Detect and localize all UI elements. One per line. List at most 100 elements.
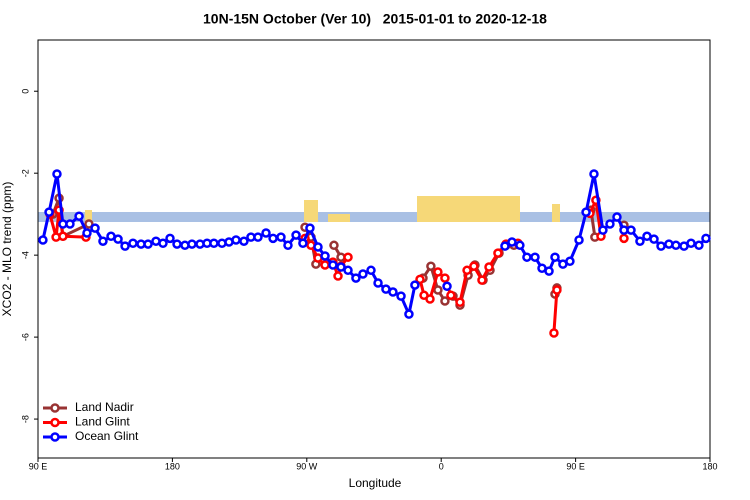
data-point: [507, 237, 517, 247]
data-point: [328, 260, 338, 270]
data-point: [143, 239, 153, 249]
data-point: [158, 238, 168, 249]
data-point: [38, 235, 48, 245]
data-point: [549, 328, 559, 338]
land-patch: [85, 210, 92, 222]
data-point: [404, 309, 414, 319]
land-mask: [38, 196, 710, 222]
land-patch: [417, 196, 520, 222]
data-point: [462, 265, 472, 276]
data-point: [574, 235, 584, 245]
legend-marker: [50, 403, 60, 413]
data-point: [396, 291, 406, 301]
data-point: [209, 238, 219, 249]
data-point: [598, 225, 608, 235]
data-point: [446, 290, 456, 301]
data-point: [90, 223, 100, 233]
data-point: [283, 240, 293, 251]
data-point: [550, 252, 560, 262]
legend-label: Land Glint: [75, 415, 130, 429]
data-point: [120, 241, 130, 251]
plot-frame: [37, 39, 711, 459]
legend-marker: [50, 417, 60, 428]
data-point: [656, 241, 666, 251]
data-point: [298, 238, 308, 249]
data-point: [522, 252, 532, 262]
data-point: [305, 223, 315, 233]
data-point: [455, 297, 465, 308]
x-tick-label: 90 E: [29, 461, 48, 471]
data-point: [500, 241, 510, 251]
data-point: [231, 235, 241, 245]
land-patch: [304, 200, 318, 222]
data-point: [544, 266, 554, 276]
data-point: [320, 251, 330, 261]
data-point: [649, 234, 659, 244]
data-point: [343, 252, 353, 262]
data-point: [415, 274, 425, 285]
data-point: [358, 269, 368, 279]
data-point: [65, 219, 75, 229]
data-point: [74, 211, 84, 221]
data-point: [440, 296, 450, 306]
data-point: [44, 207, 54, 217]
data-point: [619, 233, 629, 244]
data-point: [336, 262, 346, 272]
data-point: [701, 233, 711, 244]
data-point: [58, 231, 68, 242]
data-point: [388, 287, 398, 297]
data-point: [261, 228, 271, 238]
data-point: [187, 239, 197, 249]
x-tick-label: 180: [702, 461, 717, 471]
data-point: [113, 234, 123, 244]
data-point: [98, 236, 108, 246]
data-point: [581, 207, 591, 217]
legend-marker: [50, 432, 60, 442]
data-point: [469, 261, 479, 271]
data-point: [530, 252, 540, 262]
data-point: [82, 228, 92, 238]
data-point: [253, 232, 263, 242]
data-point: [686, 238, 696, 249]
data-point: [589, 169, 599, 179]
data-point: [268, 233, 278, 244]
data-point: [333, 271, 343, 281]
land-patch: [328, 214, 350, 222]
data-point: [373, 278, 383, 288]
data-point: [84, 219, 94, 229]
data-point: [605, 219, 615, 229]
data-point: [313, 242, 323, 252]
data-point: [626, 225, 636, 235]
data-point: [276, 232, 286, 242]
data-point: [128, 238, 138, 249]
land-patch: [552, 204, 560, 222]
x-tick-label: 0: [439, 461, 444, 471]
data-point: [172, 239, 182, 249]
data-point: [366, 265, 376, 276]
x-tick-label: 180: [165, 461, 180, 471]
data-point: [484, 262, 494, 272]
data-point: [694, 240, 704, 251]
data-point: [671, 240, 681, 251]
y-axis-label: XCO2 - MLO trend (ppm): [0, 182, 14, 317]
data-point: [425, 294, 435, 304]
data-point: [320, 260, 330, 270]
y-tick-label: -6: [20, 333, 30, 341]
x-tick-label: 90 W: [296, 461, 318, 471]
y-tick-label: -2: [20, 169, 30, 177]
ocean-band: [38, 212, 710, 222]
data-point: [239, 236, 249, 246]
legend-label: Ocean Glint: [75, 429, 139, 443]
data-point: [477, 275, 487, 285]
data-point: [635, 236, 645, 246]
data-point: [515, 240, 525, 251]
x-tick-label: 90 E: [566, 461, 585, 471]
y-tick-label: -4: [20, 251, 30, 259]
data-point: [552, 285, 562, 295]
data-point: [565, 256, 575, 267]
x-axis-label: Longitude: [349, 476, 402, 490]
chart-title: 10N-15N October (Ver 10) 2015-01-01 to 2…: [203, 11, 547, 27]
data-point: [442, 281, 452, 292]
